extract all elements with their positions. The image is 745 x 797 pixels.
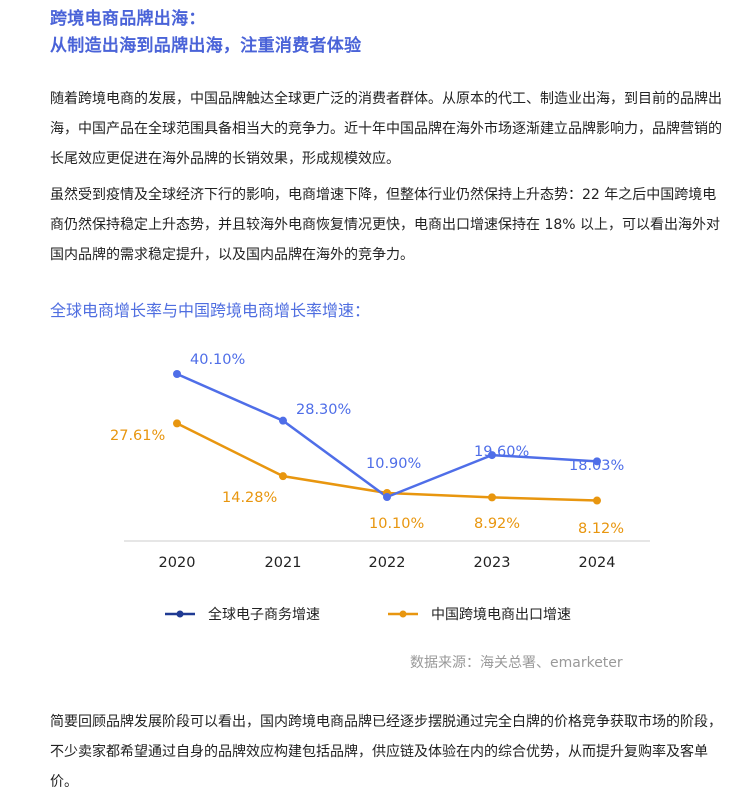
data-point — [173, 419, 181, 428]
x-tick-label: 2024 — [579, 555, 616, 571]
x-tick-label: 2021 — [265, 555, 302, 571]
data-labels: 40.10% 28.30% 10.90% 19.60% 18.03% 27.61% 14.2… — [110, 352, 624, 537]
legend-item-china-export: 中国跨境电商出口增速 — [388, 604, 571, 624]
title-line-2: 从制造出海到品牌出海，注重消费者体验 — [50, 36, 362, 56]
paragraph-text: 虽然受到疫情及全球经济下行的影响，电商增速下降，但整体行业仍然保持上升态势：22… — [50, 187, 721, 263]
x-tick-label: 2020 — [159, 555, 196, 571]
data-label: 40.10% — [190, 352, 245, 368]
data-label: 8.12% — [578, 521, 624, 537]
paragraph-text: 简要回顾品牌发展阶段可以看出，国内跨境电商品牌已经逐步摆脱通过完全白牌的价格竞争… — [50, 714, 722, 790]
data-label: 10.10% — [369, 516, 424, 532]
data-points — [173, 370, 601, 505]
data-label: 18.03% — [569, 458, 624, 474]
legend-label: 全球电子商务增速 — [208, 607, 320, 623]
legend-line-dot-icon — [388, 610, 418, 618]
trend-paragraph: 虽然受到疫情及全球经济下行的影响，电商增速下降，但整体行业仍然保持上升态势：22… — [50, 180, 722, 270]
data-point — [488, 451, 496, 460]
page-title: 跨境电商品牌出海： 从制造出海到品牌出海，注重消费者体验 — [50, 6, 361, 60]
data-label: 19.60% — [474, 444, 529, 460]
data-point — [593, 457, 601, 466]
data-label: 27.61% — [110, 428, 165, 444]
data-point — [279, 472, 287, 481]
data-point — [488, 493, 496, 502]
data-label: 10.90% — [366, 456, 421, 472]
data-source: 数据来源：海关总署、emarketer — [410, 655, 623, 671]
intro-paragraph: 随着跨境电商的发展，中国品牌触达全球更广泛的消费者群体。从原本的代工、制造业出海… — [50, 84, 722, 174]
x-axis-labels: 2020 2021 2022 2023 2024 — [159, 555, 616, 571]
legend-item-global-ecommerce: 全球电子商务增速 — [165, 604, 320, 624]
data-label: 28.30% — [296, 402, 351, 418]
data-point — [279, 416, 287, 425]
data-point — [593, 496, 601, 505]
paragraph-text: 随着跨境电商的发展，中国品牌触达全球更广泛的消费者群体。从原本的代工、制造业出海… — [50, 91, 722, 167]
data-point — [173, 370, 181, 378]
line-chart: 40.10% 28.30% 10.90% 19.60% 18.03% 27.61% 14.2… — [110, 352, 650, 571]
legend-label: 中国跨境电商出口增速 — [431, 607, 571, 623]
x-tick-label: 2022 — [369, 555, 406, 571]
title-line-1: 跨境电商品牌出海： — [50, 9, 206, 29]
summary-paragraph: 简要回顾品牌发展阶段可以看出，国内跨境电商品牌已经逐步摆脱通过完全白牌的价格竞争… — [50, 707, 722, 797]
data-label: 8.92% — [474, 516, 520, 532]
series-line-global-ecommerce — [176, 372, 598, 499]
data-point — [383, 493, 391, 501]
legend-line-dot-icon — [165, 610, 195, 618]
data-label: 14.28% — [222, 490, 277, 506]
chart-title: 全球电商增长率与中国跨境电商增长率增速： — [50, 301, 371, 320]
x-tick-label: 2023 — [474, 555, 511, 571]
